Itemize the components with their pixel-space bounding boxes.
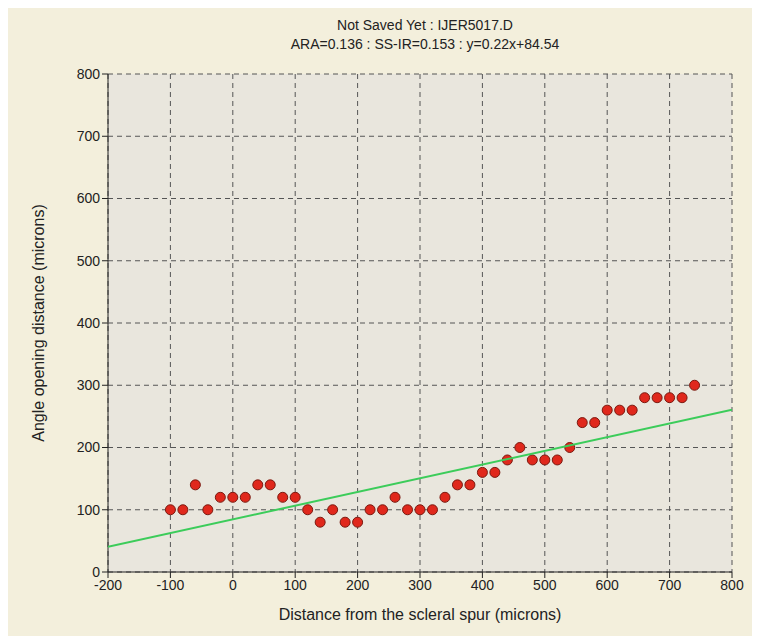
svg-text:100: 100 xyxy=(284,577,308,593)
svg-text:100: 100 xyxy=(77,502,101,518)
svg-text:0: 0 xyxy=(92,564,100,580)
html-text:Not Saved Yet : IJER5017.D: Not Saved Yet : IJER5017.D xyxy=(337,17,513,33)
svg-text:400: 400 xyxy=(471,577,495,593)
svg-text:-200: -200 xyxy=(94,576,122,593)
svg-text:600: 600 xyxy=(77,190,101,206)
svg-text:200: 200 xyxy=(77,439,101,455)
html-text:ARA=0.136 : SS-IR=0.153 : y=0.: ARA=0.136 : SS-IR=0.153 : y=0.22x+84.54 xyxy=(290,36,560,52)
svg-text:800: 800 xyxy=(720,577,744,593)
svg-text:300: 300 xyxy=(408,577,432,593)
svg-text:500: 500 xyxy=(77,253,101,269)
svg-text:300: 300 xyxy=(77,377,101,393)
svg-text:200: 200 xyxy=(346,577,370,593)
svg-text:-100: -100 xyxy=(156,577,184,593)
svg-text:Distance from the scleral spur: Distance from the scleral spur (microns) xyxy=(279,606,562,623)
svg-text:Angle opening distance (micron: Angle opening distance (microns) xyxy=(30,204,47,441)
svg-text:700: 700 xyxy=(77,128,101,144)
svg-text:600: 600 xyxy=(596,577,620,593)
svg-text:400: 400 xyxy=(77,315,101,331)
svg-text:500: 500 xyxy=(533,577,557,593)
svg-text:800: 800 xyxy=(77,66,101,82)
svg-text:0: 0 xyxy=(229,577,237,593)
svg-text:700: 700 xyxy=(658,577,682,593)
